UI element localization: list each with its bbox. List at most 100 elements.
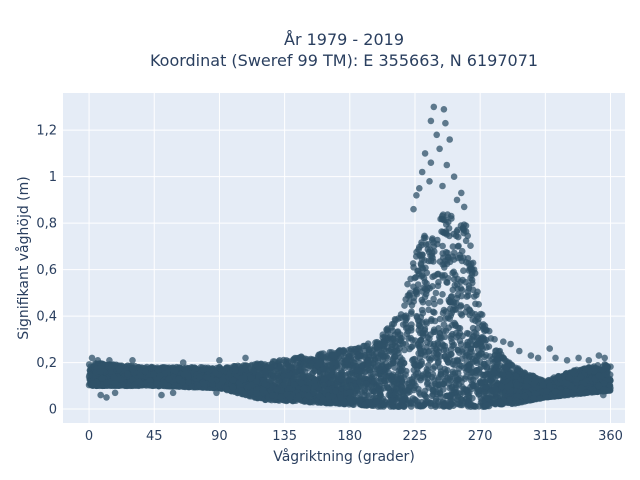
- data-point-4609: [361, 368, 369, 375]
- data-point-4927: [459, 400, 466, 407]
- data-point-4592: [350, 359, 357, 366]
- data-point-2663: [467, 242, 474, 249]
- data-point-4924: [600, 386, 607, 394]
- data-point-3470: [413, 312, 421, 320]
- data-point-4977: [277, 393, 285, 401]
- data-point-3878: [397, 314, 405, 322]
- data-point-3298: [463, 373, 470, 380]
- data-point-3073: [454, 346, 462, 354]
- data-point-933: [449, 243, 457, 250]
- data-point-4180: [389, 327, 397, 335]
- data-point-4518: [426, 347, 433, 355]
- data-point-4361: [267, 364, 274, 372]
- data-point-4629: [408, 321, 415, 328]
- data-point-4753: [343, 383, 350, 391]
- data-point-4633: [154, 366, 162, 374]
- data-point-4723: [419, 251, 426, 258]
- data-point-4817: [433, 349, 440, 357]
- data-point-4973: [396, 394, 404, 401]
- data-point-4234: [469, 316, 477, 323]
- data-point-4496: [306, 373, 313, 380]
- data-point-2911: [442, 308, 450, 315]
- data-point-4529: [445, 296, 453, 304]
- data-point-4793: [423, 393, 430, 401]
- data-point-4779: [476, 340, 483, 348]
- data-point-4685: [459, 224, 467, 232]
- data-point-4228: [411, 355, 419, 363]
- data-point-2988: [431, 377, 438, 384]
- data-point-4848: [305, 392, 313, 400]
- data-point-3279: [424, 375, 432, 382]
- data-point-4942: [459, 332, 466, 340]
- data-point-2592: [472, 300, 479, 308]
- data-point-4471: [381, 340, 389, 348]
- data-point-4370: [299, 373, 306, 381]
- data-point-4898: [565, 374, 573, 381]
- data-point-1767: [436, 298, 444, 305]
- data-point-4798: [473, 367, 480, 374]
- data-point-4717: [298, 379, 305, 387]
- data-point-4796: [161, 364, 168, 371]
- data-point-4917: [247, 362, 255, 370]
- data-point-4244: [402, 386, 410, 394]
- data-point-1977: [469, 286, 477, 294]
- data-point-1729: [460, 267, 467, 275]
- data-point-2151: [458, 286, 466, 294]
- data-point-4638: [292, 368, 300, 376]
- data-point-4637: [484, 359, 492, 367]
- data-point-4953: [219, 377, 227, 385]
- data-point-4308: [474, 334, 481, 341]
- data-point-4884: [300, 385, 308, 392]
- data-point-4687: [481, 338, 489, 345]
- data-point-2706: [412, 370, 420, 378]
- data-point-3453: [417, 374, 424, 382]
- data-point-4521: [281, 367, 288, 375]
- data-point-4210: [421, 293, 429, 301]
- data-point-4880: [475, 319, 482, 326]
- data-point-4310: [308, 360, 315, 368]
- data-point-3894: [419, 298, 427, 306]
- data-point-4795: [404, 280, 411, 288]
- data-point-3611: [442, 347, 450, 354]
- data-point-4149: [434, 236, 441, 244]
- data-point-4866: [419, 264, 426, 272]
- data-point-4442: [453, 281, 461, 288]
- data-point-2776: [432, 289, 440, 297]
- data-point-4739: [328, 368, 335, 376]
- data-point-4813: [424, 241, 432, 248]
- data-point-4705: [290, 381, 298, 388]
- data-point-4646: [287, 363, 294, 371]
- data-point-4328: [591, 368, 598, 375]
- data-point-4720: [300, 360, 308, 368]
- data-points: [85, 103, 614, 411]
- data-point-3129: [418, 239, 425, 246]
- data-point-4928: [436, 389, 444, 397]
- data-point-4940: [489, 397, 497, 405]
- data-point-4424: [431, 300, 438, 308]
- data-point-4805: [463, 351, 471, 359]
- data-point-4452: [458, 311, 466, 319]
- data-point-4320: [374, 354, 382, 362]
- data-point-1325: [449, 269, 456, 277]
- data-point-4938: [396, 389, 404, 396]
- data-point-1490: [447, 346, 455, 353]
- data-point-3204: [430, 295, 437, 303]
- data-point-4538: [447, 332, 455, 340]
- data-point-4639: [369, 370, 377, 378]
- data-point-4665: [464, 232, 472, 240]
- data-point-4332: [438, 272, 446, 279]
- data-point-4762: [439, 261, 447, 268]
- data-point-4214: [427, 331, 434, 339]
- data-point-4835: [455, 389, 463, 397]
- data-point-4907: [464, 403, 472, 410]
- data-point-3899: [476, 379, 484, 387]
- data-point-4976: [437, 344, 444, 352]
- data-point-4857: [430, 343, 437, 350]
- data-point-4586: [429, 387, 437, 394]
- data-point-3221: [435, 374, 443, 381]
- data-point-3167: [434, 282, 442, 290]
- data-point-4115: [409, 260, 417, 267]
- data-point-3586: [436, 364, 444, 371]
- data-point-4707: [513, 392, 521, 400]
- data-point-4584: [119, 381, 126, 389]
